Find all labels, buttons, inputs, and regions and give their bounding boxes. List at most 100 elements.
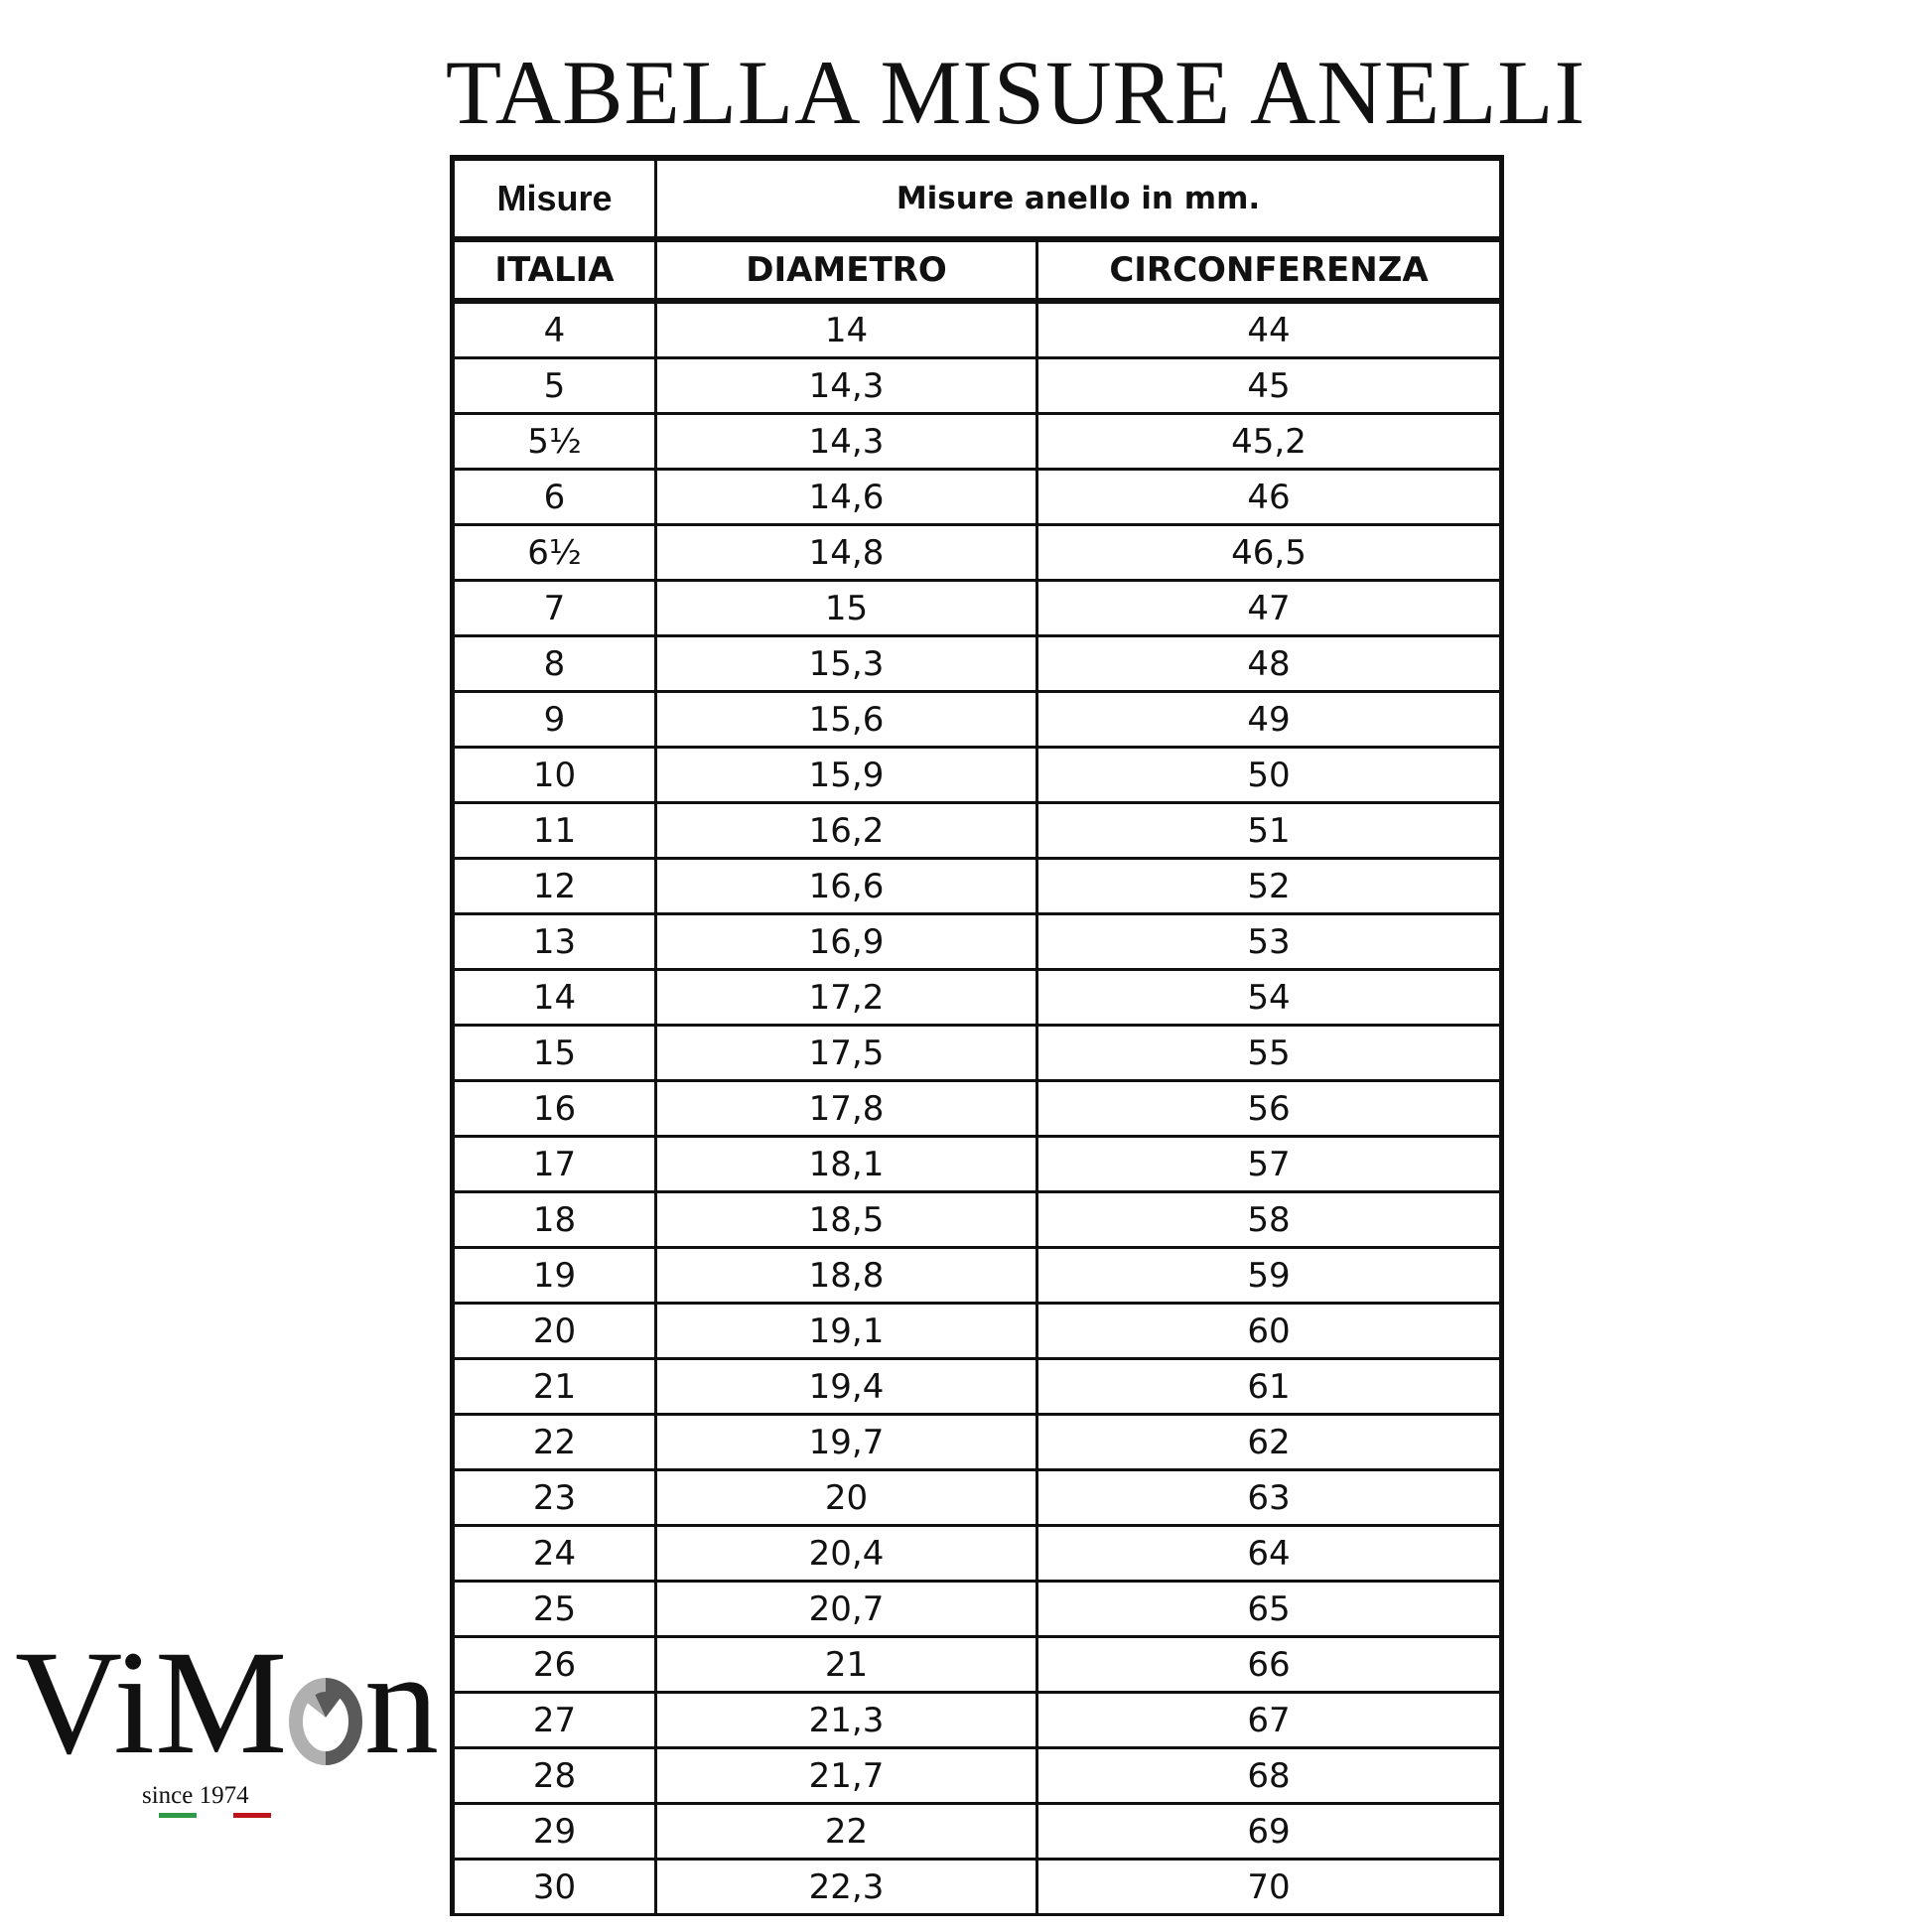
cell-diametro: 20,7 bbox=[654, 1580, 1038, 1638]
ring-diamond-icon bbox=[289, 1678, 362, 1765]
cell-circonferenza: 52 bbox=[1035, 857, 1503, 915]
cell-diametro: 15 bbox=[654, 579, 1038, 637]
cell-circonferenza: 57 bbox=[1035, 1135, 1503, 1193]
cell-circonferenza: 68 bbox=[1035, 1746, 1503, 1805]
cell-italia: 20 bbox=[451, 1302, 657, 1360]
cell-diametro: 21,7 bbox=[654, 1746, 1038, 1805]
cell-italia: 12 bbox=[451, 857, 657, 915]
cell-circonferenza: 53 bbox=[1035, 912, 1503, 971]
cell-italia: 5½ bbox=[451, 412, 657, 471]
header-misure: Misure bbox=[451, 155, 657, 241]
cell-diametro: 21 bbox=[654, 1635, 1038, 1694]
cell-diametro: 15,9 bbox=[654, 746, 1038, 804]
cell-diametro: 18,8 bbox=[654, 1246, 1038, 1305]
table-row: 12 16,6 52 bbox=[451, 857, 1503, 915]
table-row: 27 21,3 67 bbox=[451, 1691, 1503, 1749]
cell-italia: 13 bbox=[451, 912, 657, 971]
ring-size-table: Misure Misure anello in mm. ITALIA DIAME… bbox=[450, 155, 1504, 1916]
table-row: 19 18,8 59 bbox=[451, 1246, 1503, 1305]
cell-diametro: 14 bbox=[654, 299, 1038, 359]
cell-italia: 15 bbox=[451, 1024, 657, 1082]
table-row: 4 14 44 bbox=[451, 299, 1503, 359]
table-row: 6½ 14,8 46,5 bbox=[451, 523, 1503, 582]
cell-italia: 22 bbox=[451, 1413, 657, 1471]
cell-italia: 21 bbox=[451, 1357, 657, 1416]
cell-circonferenza: 55 bbox=[1035, 1024, 1503, 1082]
table-row: 17 18,1 57 bbox=[451, 1135, 1503, 1193]
table-row: 15 17,5 55 bbox=[451, 1024, 1503, 1082]
cell-italia: 17 bbox=[451, 1135, 657, 1193]
cell-circonferenza: 45,2 bbox=[1035, 412, 1503, 471]
header-mm: Misure anello in mm. bbox=[654, 155, 1503, 241]
cell-circonferenza: 56 bbox=[1035, 1079, 1503, 1138]
table-row: 25 20,7 65 bbox=[451, 1580, 1503, 1638]
cell-circonferenza: 47 bbox=[1035, 579, 1503, 637]
cell-italia: 27 bbox=[451, 1691, 657, 1749]
cell-diametro: 20,4 bbox=[654, 1524, 1038, 1583]
cell-diametro: 14,8 bbox=[654, 523, 1038, 582]
table-row: 30 22,3 70 bbox=[451, 1858, 1503, 1916]
table-row: 6 14,6 46 bbox=[451, 468, 1503, 526]
cell-italia: 24 bbox=[451, 1524, 657, 1583]
cell-circonferenza: 59 bbox=[1035, 1246, 1503, 1305]
cell-diametro: 17,8 bbox=[654, 1079, 1038, 1138]
page-title: TABELLA MISURE ANELLI bbox=[445, 42, 1587, 143]
cell-diametro: 16,9 bbox=[654, 912, 1038, 971]
table-row: 14 17,2 54 bbox=[451, 968, 1503, 1027]
cell-diametro: 19,7 bbox=[654, 1413, 1038, 1471]
column-header-circonferenza: CIRCONFERENZA bbox=[1035, 236, 1503, 304]
cell-diametro: 17,2 bbox=[654, 968, 1038, 1027]
cell-circonferenza: 46,5 bbox=[1035, 523, 1503, 582]
logo-tagline: since 1974 bbox=[142, 1782, 249, 1809]
table-row: 26 21 66 bbox=[451, 1635, 1503, 1694]
cell-circonferenza: 66 bbox=[1035, 1635, 1503, 1694]
cell-italia: 11 bbox=[451, 801, 657, 860]
cell-circonferenza: 69 bbox=[1035, 1802, 1503, 1861]
cell-italia: 26 bbox=[451, 1635, 657, 1694]
table-row: 28 21,7 68 bbox=[451, 1746, 1503, 1805]
cell-italia: 5 bbox=[451, 356, 657, 415]
table-row: 29 22 69 bbox=[451, 1802, 1503, 1861]
cell-italia: 10 bbox=[451, 746, 657, 804]
cell-diametro: 19,1 bbox=[654, 1302, 1038, 1360]
cell-circonferenza: 64 bbox=[1035, 1524, 1503, 1583]
table-row: 5½ 14,3 45,2 bbox=[451, 412, 1503, 471]
cell-circonferenza: 48 bbox=[1035, 634, 1503, 693]
svg-text:ViM: ViM bbox=[15, 1628, 287, 1777]
cell-circonferenza: 61 bbox=[1035, 1357, 1503, 1416]
table-row: 21 19,4 61 bbox=[451, 1357, 1503, 1416]
cell-diametro: 18,5 bbox=[654, 1190, 1038, 1249]
cell-diametro: 15,6 bbox=[654, 690, 1038, 749]
column-header-diametro: DIAMETRO bbox=[654, 236, 1038, 304]
cell-diametro: 22,3 bbox=[654, 1858, 1038, 1916]
cell-italia: 19 bbox=[451, 1246, 657, 1305]
table-row: 8 15,3 48 bbox=[451, 634, 1503, 693]
cell-diametro: 14,3 bbox=[654, 412, 1038, 471]
cell-circonferenza: 62 bbox=[1035, 1413, 1503, 1471]
table-row: 13 16,9 53 bbox=[451, 912, 1503, 971]
cell-italia: 8 bbox=[451, 634, 657, 693]
table-row: 7 15 47 bbox=[451, 579, 1503, 637]
cell-italia: 14 bbox=[451, 968, 657, 1027]
cell-italia: 18 bbox=[451, 1190, 657, 1249]
cell-circonferenza: 49 bbox=[1035, 690, 1503, 749]
cell-italia: 4 bbox=[451, 299, 657, 359]
cell-circonferenza: 44 bbox=[1035, 299, 1503, 359]
cell-italia: 7 bbox=[451, 579, 657, 637]
cell-circonferenza: 46 bbox=[1035, 468, 1503, 526]
cell-diametro: 15,3 bbox=[654, 634, 1038, 693]
column-header-italia: ITALIA bbox=[451, 236, 657, 304]
cell-diametro: 16,2 bbox=[654, 801, 1038, 860]
cell-italia: 23 bbox=[451, 1468, 657, 1527]
table-row: 23 20 63 bbox=[451, 1468, 1503, 1527]
table-row: 18 18,5 58 bbox=[451, 1190, 1503, 1249]
cell-circonferenza: 54 bbox=[1035, 968, 1503, 1027]
cell-diametro: 18,1 bbox=[654, 1135, 1038, 1193]
cell-italia: 6 bbox=[451, 468, 657, 526]
cell-italia: 28 bbox=[451, 1746, 657, 1805]
logo-wordmark: ViM n bbox=[15, 1620, 439, 1785]
flag-stripe-red bbox=[233, 1813, 271, 1818]
cell-circonferenza: 51 bbox=[1035, 801, 1503, 860]
table-row: 5 14,3 45 bbox=[451, 356, 1503, 415]
cell-italia: 16 bbox=[451, 1079, 657, 1138]
